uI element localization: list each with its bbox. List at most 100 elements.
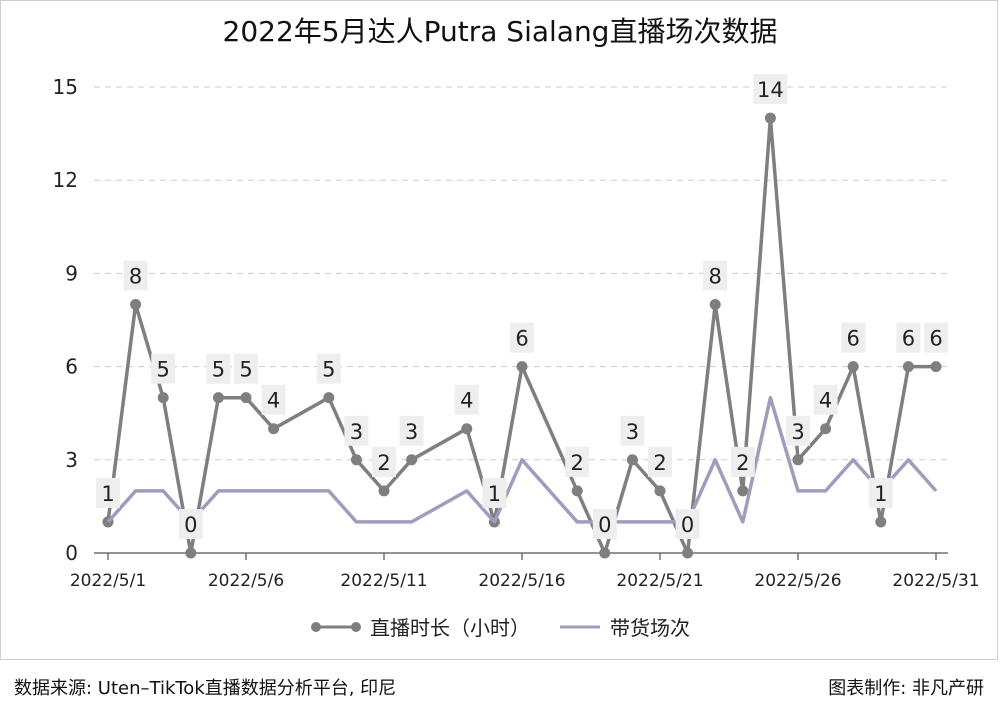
source-note: 数据来源: Uten–TikTok直播数据分析平台, 印尼 [14, 678, 397, 699]
data-label-bg [620, 415, 645, 446]
data-label-bg [786, 415, 810, 446]
data-label: 3 [405, 420, 418, 444]
data-label-bg [868, 477, 893, 508]
data-label: 2 [736, 451, 749, 475]
y-tick-label: 3 [65, 448, 78, 472]
data-point [626, 454, 638, 466]
legend-swatch-sessions [560, 625, 600, 628]
data-label: 1 [101, 482, 114, 506]
x-tick-label: 2022/5/21 [616, 571, 703, 591]
y-tick-label: 12 [53, 168, 78, 192]
x-tick-label: 2022/5/6 [208, 571, 284, 591]
data-point [130, 298, 142, 310]
data-point [902, 361, 914, 373]
data-label: 3 [350, 420, 363, 444]
series-line-1 [106, 395, 938, 524]
data-label: 6 [902, 327, 915, 351]
data-label-bg [123, 260, 148, 291]
data-label: 6 [515, 327, 528, 351]
data-label: 3 [626, 420, 639, 444]
data-label-bg [344, 415, 369, 446]
data-label-bg [841, 322, 866, 353]
y-tick-label: 9 [65, 261, 78, 285]
data-label-bg [730, 446, 755, 477]
x-tick-label: 2022/5/11 [340, 571, 427, 591]
data-point [516, 361, 528, 373]
data-label: 6 [847, 327, 860, 351]
data-label-bg [813, 384, 838, 415]
data-point [212, 392, 224, 404]
data-label-bg [454, 384, 479, 415]
data-point [654, 485, 666, 497]
data-label-bg [565, 446, 590, 477]
data-label: 4 [460, 389, 473, 413]
data-point [930, 361, 942, 373]
data-point [820, 423, 832, 435]
x-tick-label: 2022/5/26 [754, 571, 841, 591]
data-label-bg [96, 477, 120, 508]
data-point [571, 485, 583, 497]
data-label-bg [178, 509, 203, 539]
data-label: 5 [322, 358, 335, 382]
data-label-bg [896, 322, 921, 353]
data-label-bg [372, 446, 396, 477]
data-label: 0 [598, 513, 611, 537]
data-point [792, 454, 804, 466]
data-point [323, 392, 335, 404]
data-label-bg [753, 74, 788, 105]
data-label: 5 [239, 358, 252, 382]
data-label: 1 [874, 482, 887, 506]
data-label: 4 [267, 389, 280, 413]
data-point [682, 547, 694, 559]
data-point [875, 516, 887, 528]
data-label: 2 [377, 451, 390, 475]
data-point [737, 485, 749, 497]
data-point [185, 547, 197, 559]
data-point [268, 423, 280, 435]
data-label-bg [648, 446, 672, 477]
data-label: 2 [571, 451, 584, 475]
data-point [350, 454, 362, 466]
legend-label-duration: 直播时长（小时） [370, 616, 530, 640]
data-label-bg [510, 322, 534, 353]
data-label-bg [261, 384, 286, 415]
data-label-bg [206, 353, 231, 384]
data-point [599, 547, 611, 559]
data-label-bg [592, 509, 617, 539]
data-point [461, 423, 473, 435]
data-label: 8 [129, 264, 142, 288]
data-point [157, 392, 169, 404]
legend-item-duration: 直播时长（小时） [310, 612, 530, 641]
data-label: 5 [212, 358, 225, 382]
data-label-bg [482, 477, 507, 508]
y-tick-label: 6 [65, 355, 78, 379]
y-tick-label: 15 [53, 75, 78, 99]
data-label: 14 [757, 78, 784, 102]
data-label: 5 [157, 358, 170, 382]
legend-label-sessions: 带货场次 [610, 616, 690, 640]
data-label-bg [675, 509, 700, 539]
chart-frame [0, 0, 998, 660]
data-label: 0 [681, 513, 694, 537]
data-label: 1 [488, 482, 501, 506]
x-tick-label: 2022/5/16 [478, 571, 565, 591]
data-label: 8 [709, 264, 722, 288]
data-label-bg [316, 353, 341, 384]
data-label-bg [703, 260, 728, 291]
legend-item-sessions: 带货场次 [558, 612, 690, 641]
data-label-bg [234, 353, 258, 384]
data-label-bg [399, 415, 424, 446]
data-point [240, 392, 252, 404]
data-label: 2 [653, 451, 666, 475]
legend: 直播时长（小时） 带货场次 [0, 612, 1000, 641]
data-label-bg [924, 322, 948, 353]
data-point [406, 454, 418, 466]
series-lines [102, 112, 942, 559]
data-point [378, 485, 390, 497]
credit-note: 图表制作: 非凡产研 [828, 678, 984, 699]
legend-swatch-duration [311, 621, 361, 632]
series-line-0 [106, 116, 936, 555]
